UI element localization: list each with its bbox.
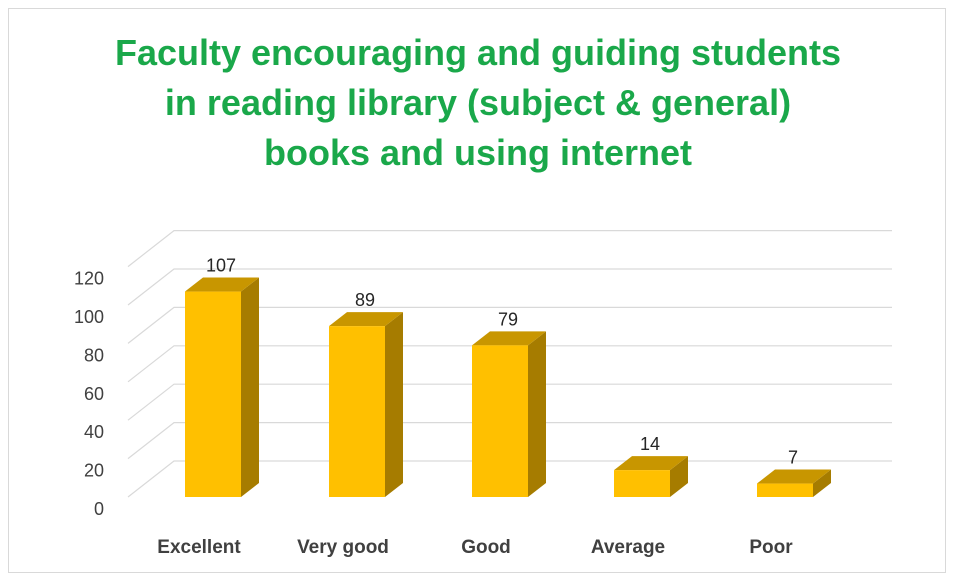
- x-tick-label: Excellent: [157, 537, 241, 558]
- gridline: [127, 345, 892, 383]
- x-tick-label: Average: [591, 537, 665, 558]
- data-label: 107: [206, 256, 236, 276]
- chart-title-line-3: books and using internet: [263, 132, 693, 173]
- bar: [614, 456, 688, 497]
- bar: [472, 331, 546, 497]
- gridline: [127, 230, 892, 268]
- gridline: [127, 383, 892, 421]
- y-tick-label: 60: [84, 384, 104, 404]
- gridlines: [127, 230, 892, 498]
- chart-title-line-1: Faculty encouraging and guiding students: [114, 32, 842, 73]
- data-label: 89: [355, 290, 375, 310]
- y-axis: 0 20 40 60 80 100 120: [74, 269, 104, 519]
- bar: [185, 277, 259, 497]
- y-tick-label: 0: [94, 499, 104, 519]
- y-tick-label: 40: [84, 422, 104, 442]
- y-tick-label: 120: [74, 269, 104, 289]
- y-tick-label: 20: [84, 461, 104, 481]
- bar: [329, 312, 403, 497]
- data-label: 14: [640, 434, 660, 454]
- gridline: [127, 422, 892, 460]
- x-tick-label: Poor: [749, 537, 793, 558]
- x-tick-label: Very good: [297, 537, 389, 558]
- x-tick-label: Good: [461, 537, 511, 558]
- y-tick-label: 80: [84, 345, 104, 365]
- y-tick-label: 100: [74, 307, 104, 327]
- data-label: 79: [498, 309, 518, 329]
- chart-title: Faculty encouraging and guiding students…: [0, 28, 956, 178]
- data-label: 7: [788, 448, 798, 468]
- x-axis: Excellent Very good Good Average Poor: [157, 537, 793, 558]
- gridline: [127, 306, 892, 344]
- bar: [757, 469, 831, 497]
- chart-title-line-2: in reading library (subject & general): [164, 82, 792, 123]
- data-labels: 107 89 79 14 7: [206, 256, 798, 468]
- gridline: [127, 268, 892, 306]
- bars: [185, 277, 831, 497]
